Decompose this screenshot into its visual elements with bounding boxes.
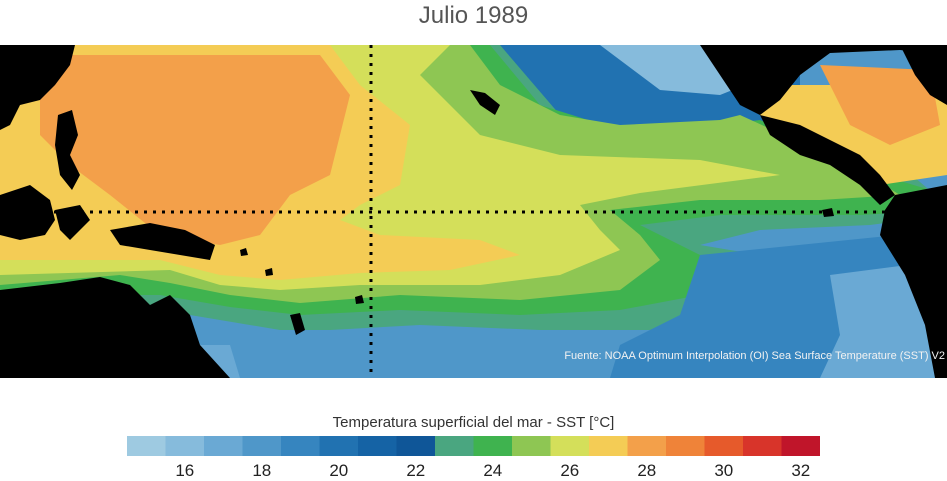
colorbar-tick-label: 18 (252, 461, 272, 480)
map-title: Julio 1989 (418, 2, 529, 29)
colorbar-segment (281, 436, 320, 456)
sst-band-29 (40, 55, 350, 245)
colorbar-segment (627, 436, 667, 456)
land-indonesia-east (55, 205, 90, 240)
colorbar-tick-label: 32 (791, 461, 811, 480)
colorbar-segment (743, 436, 782, 456)
source-note: Fuente: NOAA Optimum Interpolation (OI) … (564, 350, 945, 362)
colorbar-segment (704, 436, 744, 456)
colorbar-segment (242, 436, 282, 456)
land-philippines (55, 110, 80, 190)
land-hawaii (470, 90, 500, 115)
colorbar-tick-label: 24 (483, 461, 503, 480)
colorbar-tick-label: 30 (714, 461, 734, 480)
colorbar-segment (550, 436, 590, 456)
colorbar-tick-label: 22 (406, 461, 426, 480)
colorbar-segment (127, 436, 166, 456)
land-americas-north (700, 45, 947, 115)
colorbar-segment (473, 436, 513, 456)
legend-title: Temperatura superficial del mar - SST [°… (332, 414, 615, 431)
land-new-zealand (290, 313, 305, 335)
colorbar-segment (666, 436, 705, 456)
colorbar (127, 436, 820, 456)
land-australia (0, 277, 230, 378)
colorbar-segment (165, 436, 205, 456)
colorbar-segment (396, 436, 436, 456)
colorbar-segment (319, 436, 359, 456)
land-new-guinea (110, 223, 215, 260)
sst-band-29-caribbean-core (820, 65, 940, 145)
land-south-america (880, 185, 947, 378)
colorbar-tick-label: 16 (175, 461, 195, 480)
colorbar-segment (781, 436, 820, 456)
colorbar-segment (512, 436, 551, 456)
colorbar-segment (204, 436, 243, 456)
colorbar-tick-label: 28 (637, 461, 657, 480)
land-florida-caribbean (900, 45, 947, 105)
colorbar-segment (589, 436, 628, 456)
land-central-america (760, 115, 895, 205)
land-asia (0, 45, 75, 130)
colorbar-tick-label: 20 (329, 461, 349, 480)
colorbar-segment (358, 436, 397, 456)
colorbar-tick-label: 26 (560, 461, 580, 480)
sst-map (0, 45, 947, 378)
colorbar-segment (435, 436, 474, 456)
